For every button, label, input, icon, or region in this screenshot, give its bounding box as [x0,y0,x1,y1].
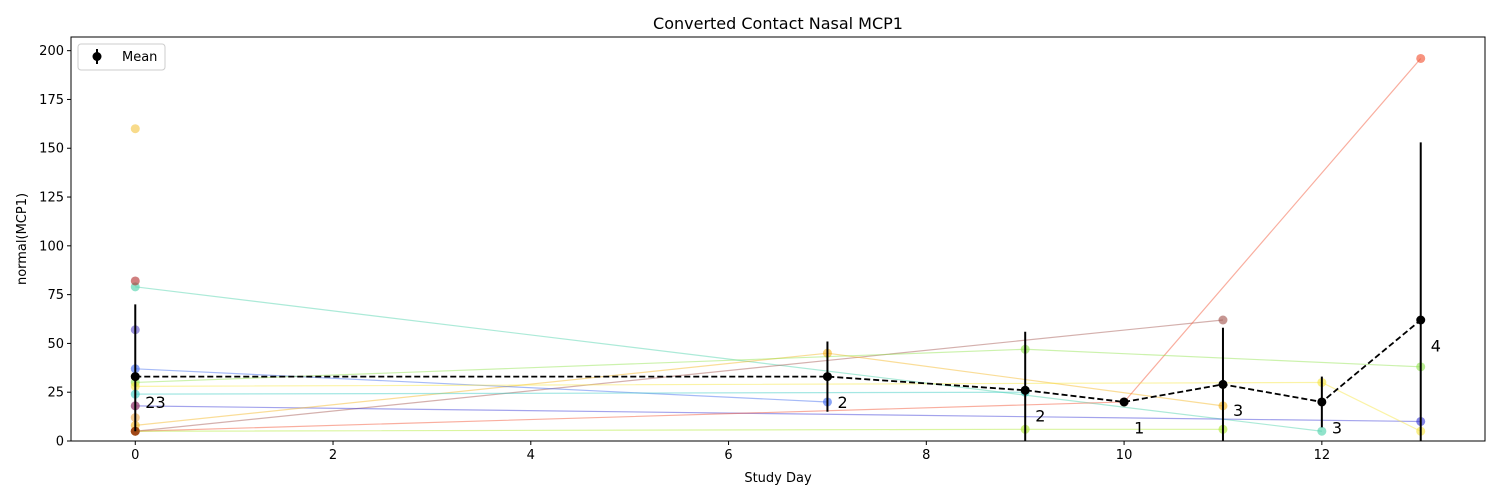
subject-point [130,276,140,286]
y-tick-label: 125 [39,191,64,206]
count-label: 1 [1134,418,1144,437]
count-label: 2 [1035,407,1045,426]
x-axis-ticks: 0 2 4 6 8 10 12 [131,441,1330,463]
subject-point [130,124,140,134]
chart-title: Converted Contact Nasal MCP1 [653,14,903,33]
x-axis-title: Study Day [744,471,812,486]
x-tick-label: 12 [1314,448,1331,463]
y-tick-label: 200 [39,44,64,59]
y-axis-title: normal(MCP1) [15,193,30,285]
count-label: 4 [1431,336,1441,355]
x-tick-label: 10 [1116,448,1133,463]
x-tick-label: 2 [329,448,337,463]
subject-line [135,286,1322,432]
subject-point [1218,315,1228,325]
subject-point [1317,426,1327,436]
count-labels: 23 2 2 1 3 3 4 [145,336,1441,437]
mean-point [1119,397,1129,407]
y-tick-label: 75 [47,288,64,303]
subject-line [135,405,1421,423]
mean-point [1416,315,1426,325]
mean-series [130,142,1426,441]
legend-mean-marker [92,52,102,61]
y-tick-label: 175 [39,93,64,108]
subject-line [135,391,1026,395]
mean-point [1317,397,1327,407]
y-tick-label: 100 [39,239,64,254]
legend-box [77,43,166,71]
subject-line [135,319,1224,432]
x-tick-label: 8 [922,448,930,463]
subject-point [1416,53,1426,63]
count-label: 3 [1233,401,1243,420]
y-tick-label: 150 [39,142,64,157]
mean-point [1020,385,1030,395]
y-tick-label: 0 [56,435,64,450]
x-tick-label: 0 [131,448,139,463]
mean-point [822,372,832,382]
x-tick-label: 4 [527,448,535,463]
plot-frame [70,36,1486,442]
x-tick-label: 6 [724,448,732,463]
mean-point [130,372,140,382]
count-label: 2 [837,393,847,412]
y-axis-ticks: 0 25 50 75 100 125 150 175 200 [39,44,71,450]
y-tick-label: 25 [47,386,64,401]
legend: Mean [77,43,166,71]
subject-line [135,368,828,403]
count-label: 3 [1332,418,1342,437]
mean-point [1218,379,1228,389]
count-label: 23 [145,393,165,412]
legend-entry-mean: Mean [122,50,157,65]
y-tick-label: 50 [47,337,64,352]
